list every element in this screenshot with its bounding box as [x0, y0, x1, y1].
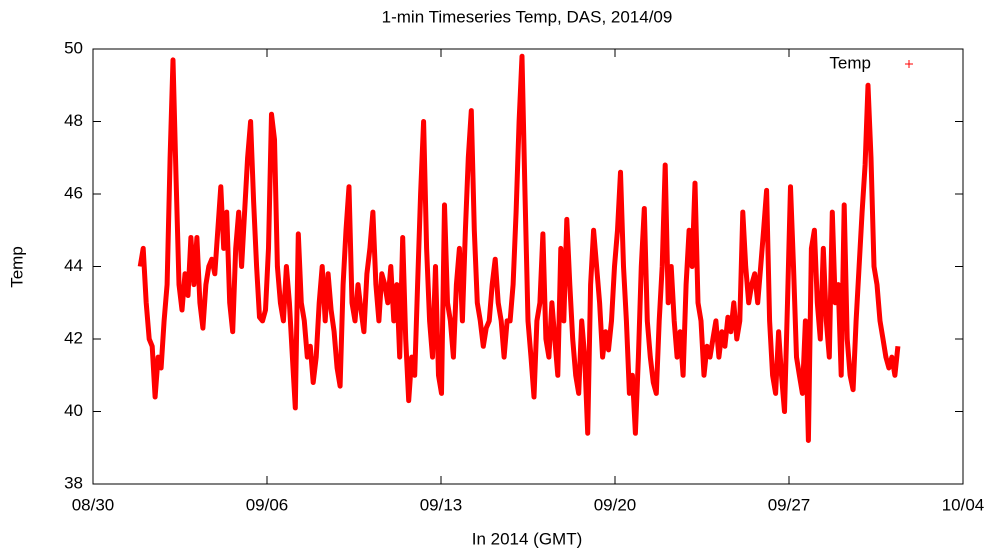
y-axis-label: Temp	[7, 246, 26, 288]
y-tick-label: 50	[64, 38, 83, 57]
x-tick-label: 09/20	[594, 495, 637, 514]
chart-title: 1-min Timeseries Temp, DAS, 2014/09	[382, 7, 673, 26]
data-line	[137, 53, 901, 443]
legend-marker	[905, 60, 913, 68]
y-tick-label: 48	[64, 111, 83, 130]
x-axis-label: In 2014 (GMT)	[472, 529, 583, 548]
y-tick-label: 38	[64, 473, 83, 492]
x-tick-label: 09/13	[420, 495, 463, 514]
y-tick-label: 44	[64, 256, 83, 275]
legend-label: Temp	[829, 53, 871, 72]
x-tick-label: 09/06	[246, 495, 289, 514]
y-tick-label: 42	[64, 328, 83, 347]
y-tick-label: 46	[64, 183, 83, 202]
x-tick-label: 09/27	[768, 495, 811, 514]
x-tick-label: 08/30	[72, 495, 115, 514]
x-tick-label: 10/04	[942, 495, 985, 514]
y-tick-label: 40	[64, 401, 83, 420]
